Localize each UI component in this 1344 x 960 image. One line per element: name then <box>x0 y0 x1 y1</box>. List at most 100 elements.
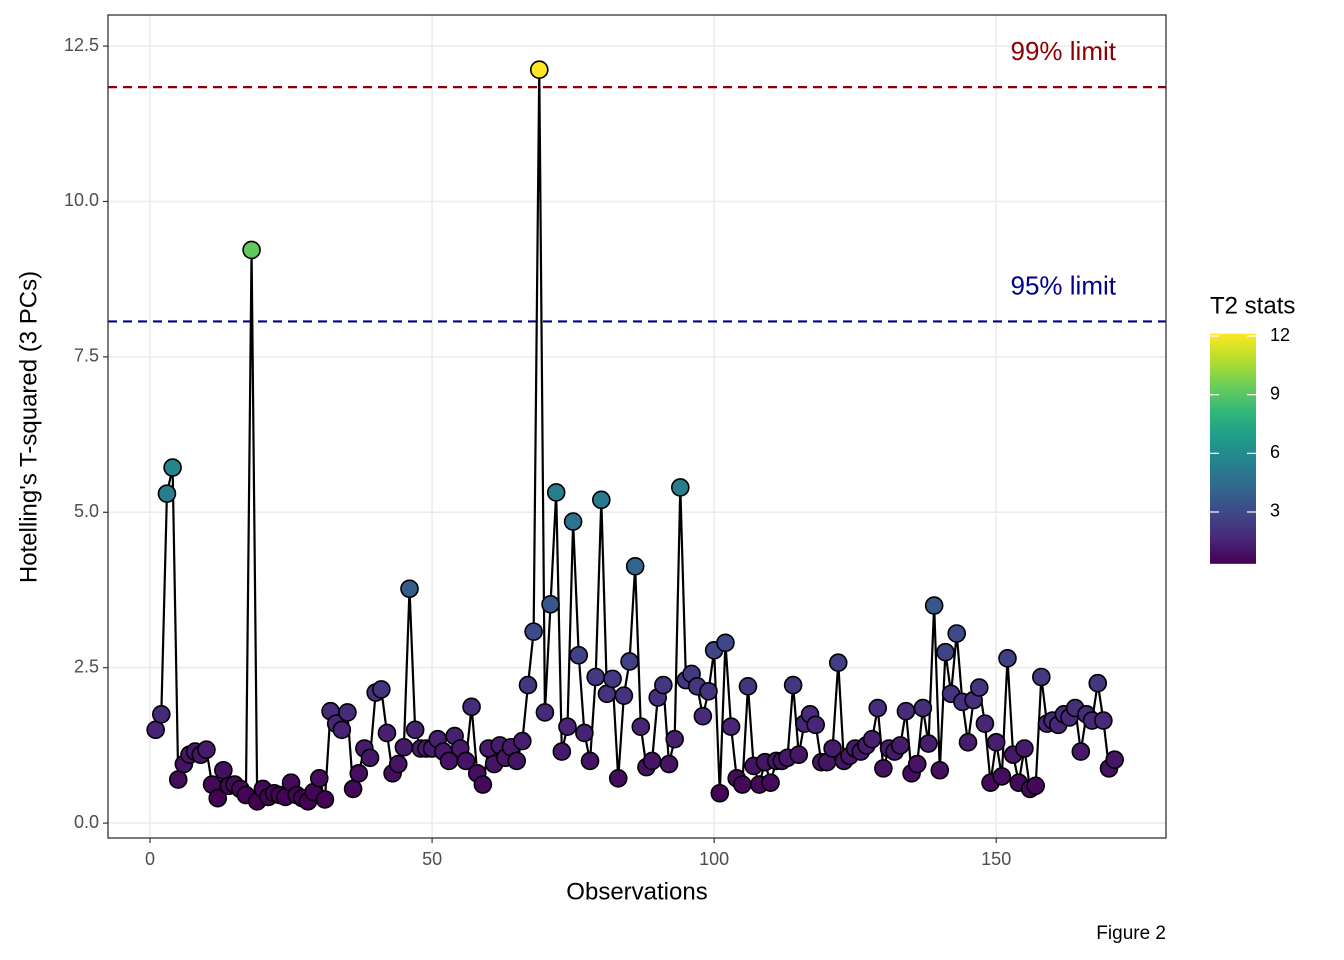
data-point <box>473 775 493 794</box>
data-point <box>806 715 825 735</box>
data-point <box>733 775 752 794</box>
data-point <box>896 701 916 721</box>
data-point <box>919 734 938 753</box>
data-point <box>998 649 1017 668</box>
data-point <box>524 622 543 641</box>
data-point <box>558 717 577 737</box>
data-point <box>958 732 978 752</box>
data-point <box>529 60 549 80</box>
data-point <box>874 759 893 778</box>
data-point <box>986 732 1006 752</box>
data-point <box>168 770 188 789</box>
data-point <box>315 790 335 809</box>
data-point <box>670 478 690 497</box>
data-point <box>936 642 955 662</box>
data-point <box>405 720 425 740</box>
panel-border <box>107 14 1167 839</box>
data-point <box>738 677 758 696</box>
data-point <box>975 714 995 733</box>
data-point <box>332 720 352 740</box>
data-point <box>197 740 216 760</box>
data-point <box>377 723 397 743</box>
data-point <box>400 579 419 599</box>
x-tick-label: 100 <box>699 849 729 869</box>
data-point <box>907 754 927 774</box>
data-point <box>862 729 882 749</box>
y-tick-label: 2.5 <box>74 656 99 676</box>
data-point <box>913 698 933 718</box>
data-point <box>208 788 228 808</box>
data-point <box>868 698 888 718</box>
y-axis-title: Hotelling's T-squared (3 PCs) <box>15 271 42 583</box>
data-point <box>1094 711 1113 730</box>
data-point <box>924 596 944 615</box>
data-point <box>214 760 233 780</box>
colorbar-tick-label: 9 <box>1270 383 1280 403</box>
caption: Figure 2 <box>1096 923 1166 944</box>
data-point <box>569 645 589 665</box>
data-point <box>930 760 950 780</box>
data-point <box>693 706 713 726</box>
data-point <box>710 783 730 803</box>
y-tick-label: 12.5 <box>64 35 99 55</box>
data-point <box>163 458 182 477</box>
data-point <box>1105 750 1124 769</box>
data-point <box>789 745 809 765</box>
data-point <box>947 624 967 643</box>
data-point <box>1071 742 1091 761</box>
data-point <box>146 720 165 740</box>
data-point <box>716 633 735 653</box>
data-point <box>456 751 476 771</box>
data-point <box>699 682 718 701</box>
data-point <box>969 678 989 697</box>
data-point <box>823 739 842 758</box>
data-point <box>388 754 408 774</box>
y-tick-label: 7.5 <box>74 346 99 366</box>
data-point <box>309 769 329 788</box>
data-point <box>152 705 171 724</box>
data-point <box>592 490 611 510</box>
colorbar-tick-label: 3 <box>1270 501 1280 521</box>
data-point <box>586 667 605 687</box>
data-point <box>360 748 380 768</box>
data-point <box>349 764 369 783</box>
data-point <box>642 751 662 771</box>
colorbar-tick-label: 6 <box>1270 442 1280 462</box>
data-point <box>783 675 803 695</box>
data-point <box>614 686 634 705</box>
y-tick-label: 0.0 <box>74 812 99 832</box>
data-point <box>518 675 538 695</box>
data-point <box>625 557 645 576</box>
data-point <box>665 729 684 749</box>
data-point <box>1026 776 1045 796</box>
data-point <box>620 652 639 671</box>
colorbar-title: T2 stats <box>1210 292 1295 319</box>
y-tick-label: 5.0 <box>74 501 99 521</box>
reference-label: 95% limit <box>1011 270 1117 300</box>
data-point <box>603 669 622 689</box>
colorbar-tick-label: 12 <box>1270 325 1290 345</box>
data-point <box>157 484 177 503</box>
data-point <box>575 723 594 743</box>
data-point <box>513 731 532 751</box>
data-point <box>535 703 555 722</box>
data-point <box>343 779 363 799</box>
data-point <box>1015 739 1034 758</box>
data-point <box>608 769 628 788</box>
data-point <box>372 680 391 699</box>
x-tick-label: 50 <box>422 849 442 869</box>
data-point <box>721 717 741 737</box>
data-point <box>828 653 848 673</box>
data-point <box>659 754 679 774</box>
x-tick-label: 150 <box>981 849 1011 869</box>
data-point <box>552 742 572 761</box>
data-point <box>891 736 910 755</box>
x-tick-label: 0 <box>145 849 155 869</box>
data-point <box>992 767 1012 786</box>
data-point <box>541 594 560 614</box>
reference-label: 99% limit <box>1011 36 1117 66</box>
data-point <box>631 717 651 737</box>
data-point <box>1032 667 1051 687</box>
data-point <box>761 773 780 792</box>
